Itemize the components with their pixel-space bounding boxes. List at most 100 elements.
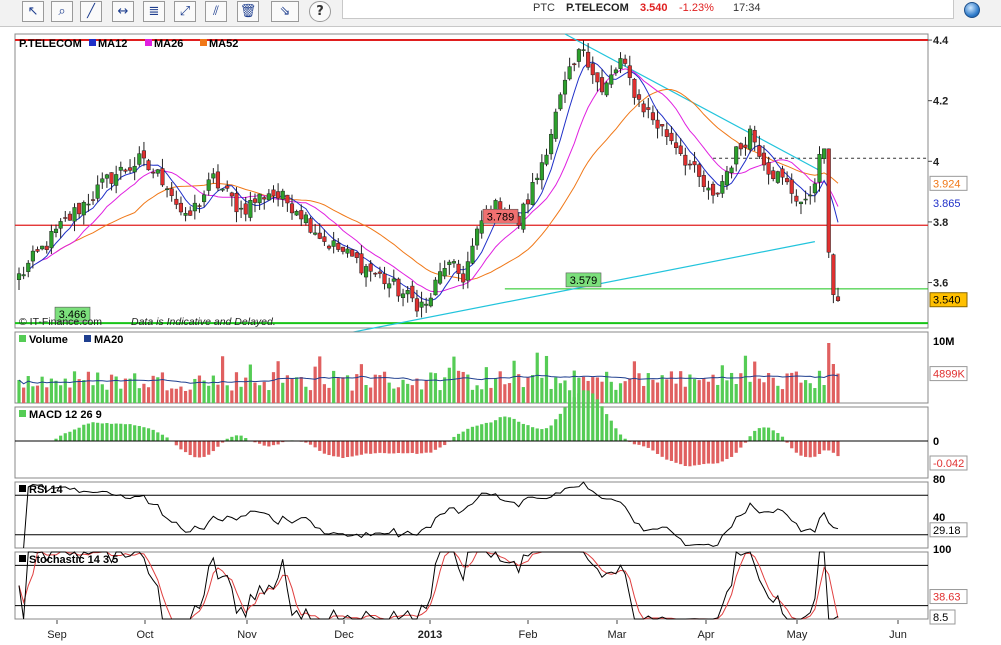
candle-body: [567, 66, 572, 80]
candle-body: [405, 290, 410, 295]
candle-body: [155, 169, 160, 174]
macd-bar: [572, 397, 576, 441]
macd-bar: [96, 422, 100, 441]
macd-bar: [655, 441, 660, 454]
macd-bar: [642, 441, 646, 447]
candle-body: [16, 273, 22, 280]
volume-bar: [526, 377, 530, 403]
candle-body: [715, 192, 720, 195]
volume-bar: [72, 371, 77, 403]
volume-bar: [688, 374, 692, 403]
macd-bar: [568, 402, 572, 441]
candle-body: [276, 191, 281, 199]
horizontal-line-tool-button[interactable]: ↔: [112, 1, 134, 22]
volume-bar: [170, 388, 174, 403]
macd-bar: [77, 427, 81, 441]
candle-body: [757, 145, 762, 157]
macd-bar: [387, 441, 391, 454]
macd-bar: [419, 441, 424, 454]
candle-body: [817, 154, 822, 183]
candle-body: [627, 65, 632, 78]
volume-bar: [794, 371, 798, 403]
globe-icon[interactable]: [964, 2, 980, 18]
macd-bar: [406, 441, 410, 454]
macd-bar: [267, 441, 271, 447]
macd-bar: [771, 430, 775, 441]
volume-bar: [651, 379, 655, 403]
volume-bar: [720, 365, 724, 403]
volume-bar: [63, 378, 67, 403]
candle-body: [636, 94, 642, 100]
volume-bar: [378, 375, 382, 403]
candle-body: [660, 124, 665, 127]
candle-body: [183, 213, 188, 216]
macd-bar: [480, 424, 484, 441]
volume-bar: [128, 378, 132, 403]
trendline-tool-button[interactable]: ╱: [80, 1, 102, 22]
volume-bar: [146, 387, 151, 403]
volume-bar: [230, 390, 234, 403]
volume-bar: [290, 378, 294, 403]
candle-body: [743, 144, 748, 148]
macd-bar: [757, 428, 761, 441]
volume-bar: [674, 383, 678, 403]
macd-value-label: -0.042: [933, 458, 964, 470]
volume-bar: [151, 375, 155, 403]
volume-value-box: [929, 366, 968, 382]
macd-bar: [174, 441, 178, 446]
volume-bar: [77, 379, 81, 403]
candle-body: [674, 142, 679, 148]
macd-bar: [466, 428, 470, 441]
candle-body: [803, 198, 808, 201]
candle-body: [641, 103, 646, 113]
macd-panel: MACD 12 26 9 0 -0.042: [14, 390, 968, 479]
delete-drawings-button[interactable]: 🗑: [237, 1, 259, 22]
parallel-lines-tool-button[interactable]: ⫽: [205, 1, 227, 22]
candle-body: [299, 210, 304, 220]
candle-body: [211, 173, 216, 179]
price-tick-label: 4.2: [933, 96, 948, 108]
volume-bar: [248, 364, 252, 403]
volume-bar: [517, 374, 521, 403]
volume-bar: [156, 377, 160, 403]
candle-body: [234, 193, 239, 213]
macd-bar: [123, 424, 128, 441]
candle-body: [317, 232, 322, 239]
volume-bar: [609, 381, 613, 403]
stoch-legend-title: Stochastic 14 3 5: [29, 554, 118, 566]
macd-bar: [332, 441, 336, 457]
level-label-3579: 3.579: [570, 275, 598, 287]
legend-swatch: [145, 39, 152, 46]
macd-bar: [725, 441, 729, 460]
candle-body: [220, 188, 225, 191]
candle-body: [95, 184, 100, 199]
volume-bar: [827, 343, 831, 403]
volume-bar: [123, 378, 128, 403]
candle-body: [780, 168, 785, 178]
fibonacci-tool-button[interactable]: ≣: [143, 1, 165, 22]
channel-tool-button[interactable]: ⤢: [174, 1, 196, 22]
candle-body: [438, 271, 443, 284]
volume-bar: [799, 382, 803, 403]
candle-body: [558, 94, 563, 110]
macd-bar: [743, 441, 748, 443]
zoom-tool-button[interactable]: ⌕: [51, 1, 73, 22]
macd-bar: [318, 441, 322, 451]
macd-bar: [82, 424, 86, 441]
candle-body: [387, 283, 392, 289]
volume-bar: [771, 377, 775, 403]
candle-body: [655, 119, 660, 129]
candle-body: [798, 201, 804, 205]
volume-bar: [785, 373, 789, 403]
macd-bar: [429, 441, 433, 453]
pointer-tool-button[interactable]: ↖: [22, 1, 44, 22]
volume-bar: [424, 380, 428, 403]
arrow-tool-button[interactable]: ⇘: [271, 1, 299, 22]
volume-bar: [109, 374, 114, 403]
help-button[interactable]: ?: [309, 1, 331, 22]
candle-body: [128, 167, 133, 171]
macd-bar: [438, 441, 442, 448]
volume-bar: [313, 366, 317, 403]
volume-bar: [447, 367, 451, 403]
candle-body: [789, 179, 794, 194]
